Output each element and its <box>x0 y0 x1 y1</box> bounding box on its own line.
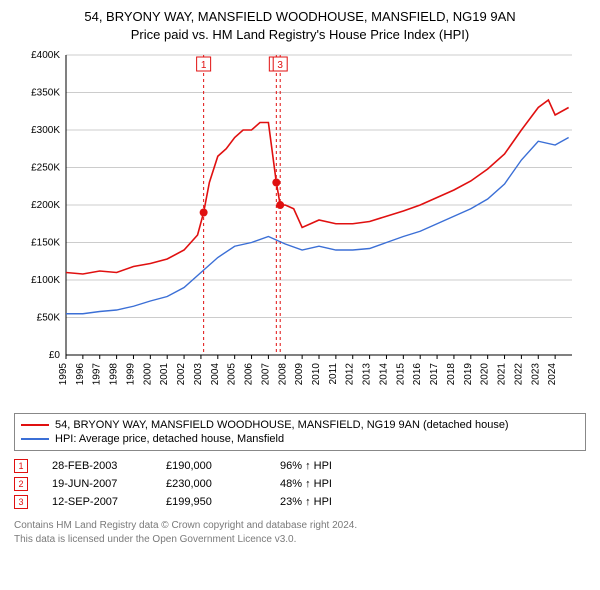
sale-price: £199,950 <box>166 496 256 508</box>
svg-text:2023: 2023 <box>530 363 541 386</box>
legend-swatch <box>21 438 49 440</box>
svg-text:2001: 2001 <box>159 363 170 386</box>
svg-text:£400K: £400K <box>31 50 60 61</box>
svg-text:1995: 1995 <box>58 363 69 386</box>
svg-text:2021: 2021 <box>497 363 508 386</box>
sale-price: £230,000 <box>166 478 256 490</box>
svg-text:£150K: £150K <box>31 238 60 249</box>
footer-line-1: Contains HM Land Registry data © Crown c… <box>14 519 586 533</box>
line-chart: £0 £50K £100K £150K £200K £250K £300K £350K £400… <box>14 47 586 407</box>
sale-pct: 96% ↑ HPI <box>280 460 370 472</box>
svg-text:£250K: £250K <box>31 163 60 174</box>
sale-date: 28-FEB-2003 <box>52 460 142 472</box>
legend-row: 54, BRYONY WAY, MANSFIELD WOODHOUSE, MAN… <box>21 418 579 432</box>
svg-text:1997: 1997 <box>92 363 103 386</box>
svg-text:£200K: £200K <box>31 200 60 211</box>
svg-text:2003: 2003 <box>193 363 204 386</box>
sale-marker: 1 <box>14 459 28 473</box>
title-line-2: Price paid vs. HM Land Registry's House … <box>14 26 586 44</box>
svg-text:2007: 2007 <box>260 363 271 386</box>
footer-line-2: This data is licensed under the Open Gov… <box>14 533 586 547</box>
svg-text:2002: 2002 <box>176 363 187 386</box>
svg-text:2020: 2020 <box>480 363 491 386</box>
sale-date: 12-SEP-2007 <box>52 496 142 508</box>
chart-title: 54, BRYONY WAY, MANSFIELD WOODHOUSE, MAN… <box>14 8 586 43</box>
svg-text:2024: 2024 <box>547 363 558 386</box>
sale-marker: 3 <box>14 495 28 509</box>
svg-text:2008: 2008 <box>277 363 288 386</box>
legend-label: 54, BRYONY WAY, MANSFIELD WOODHOUSE, MAN… <box>55 419 509 431</box>
sale-date: 19-JUN-2007 <box>52 478 142 490</box>
svg-text:2000: 2000 <box>142 363 153 386</box>
svg-text:1996: 1996 <box>75 363 86 386</box>
svg-text:2019: 2019 <box>463 363 474 386</box>
sale-pct: 48% ↑ HPI <box>280 478 370 490</box>
sales-table: 1 28-FEB-2003 £190,000 96% ↑ HPI 2 19-JUN-200… <box>14 457 586 511</box>
legend-swatch <box>21 424 49 426</box>
svg-text:2016: 2016 <box>412 363 423 386</box>
svg-text:£300K: £300K <box>31 125 60 136</box>
chart-area: £0 £50K £100K £150K £200K £250K £300K £350K £400… <box>14 47 586 407</box>
sale-pct: 23% ↑ HPI <box>280 496 370 508</box>
svg-text:2004: 2004 <box>210 363 221 386</box>
svg-text:2010: 2010 <box>311 363 322 386</box>
legend-box: 54, BRYONY WAY, MANSFIELD WOODHOUSE, MAN… <box>14 413 586 451</box>
svg-text:2013: 2013 <box>362 363 373 386</box>
footer-attribution: Contains HM Land Registry data © Crown c… <box>14 519 586 546</box>
svg-text:£50K: £50K <box>37 313 61 324</box>
svg-text:2018: 2018 <box>446 363 457 386</box>
svg-text:£0: £0 <box>49 350 61 361</box>
svg-text:2006: 2006 <box>244 363 255 386</box>
svg-text:2011: 2011 <box>328 363 339 385</box>
svg-text:2009: 2009 <box>294 363 305 386</box>
svg-text:2022: 2022 <box>513 363 524 386</box>
sale-row: 3 12-SEP-2007 £199,950 23% ↑ HPI <box>14 493 586 511</box>
legend-label: HPI: Average price, detached house, Mans… <box>55 433 284 445</box>
svg-text:1998: 1998 <box>109 363 120 386</box>
svg-text:3: 3 <box>277 60 283 71</box>
svg-text:£100K: £100K <box>31 275 60 286</box>
svg-text:2017: 2017 <box>429 363 440 386</box>
svg-text:2005: 2005 <box>227 363 238 386</box>
svg-text:£350K: £350K <box>31 88 60 99</box>
sale-price: £190,000 <box>166 460 256 472</box>
title-line-1: 54, BRYONY WAY, MANSFIELD WOODHOUSE, MAN… <box>14 8 586 26</box>
svg-text:1999: 1999 <box>125 363 136 386</box>
svg-text:2014: 2014 <box>378 363 389 386</box>
legend-row: HPI: Average price, detached house, Mans… <box>21 432 579 446</box>
sale-row: 2 19-JUN-2007 £230,000 48% ↑ HPI <box>14 475 586 493</box>
svg-text:2015: 2015 <box>395 363 406 386</box>
sale-marker: 2 <box>14 477 28 491</box>
svg-text:1: 1 <box>201 60 207 71</box>
svg-text:2012: 2012 <box>345 363 356 386</box>
sale-row: 1 28-FEB-2003 £190,000 96% ↑ HPI <box>14 457 586 475</box>
